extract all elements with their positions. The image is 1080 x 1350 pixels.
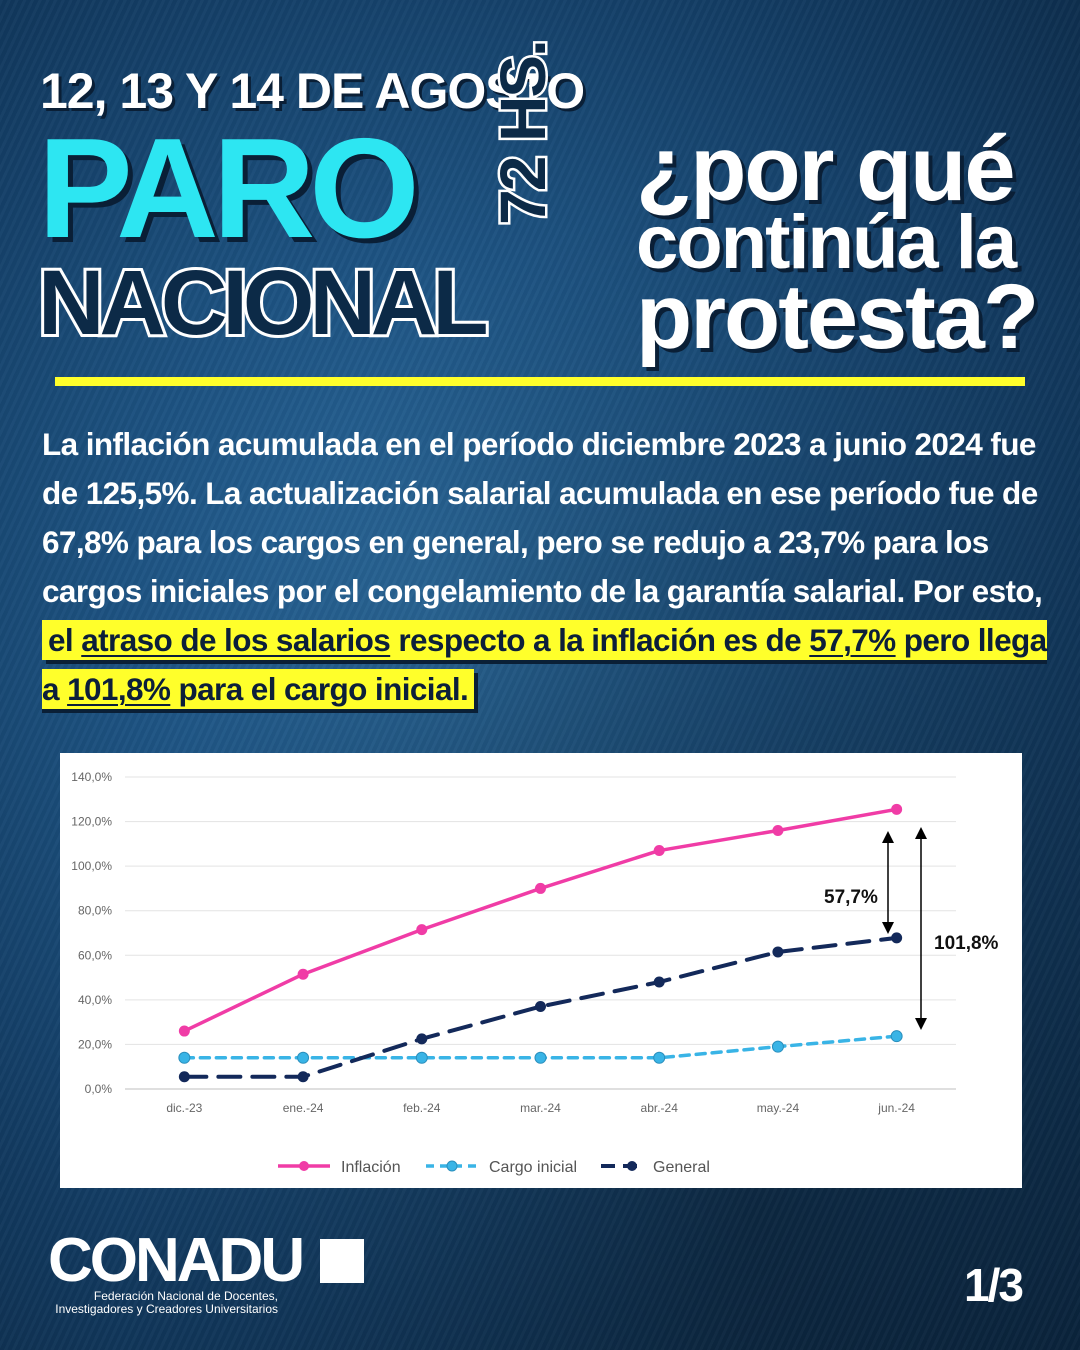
legend-label-general: General (653, 1159, 710, 1176)
event-dates: 12, 13 Y 14 DE AGOSTO (40, 63, 585, 119)
annotation-57-7: 57,7% (824, 887, 878, 908)
data-point-inflacion (178, 1025, 190, 1037)
hl-text-3: respecto a la inflación es de (398, 622, 802, 658)
y-tick-label: 20,0% (78, 1037, 112, 1051)
data-point-inflacion (535, 882, 546, 894)
x-tick-label: dic.-23 (166, 1101, 202, 1115)
headline-nacional: NACIONAL (35, 252, 492, 354)
legend-marker-inflacion (299, 1161, 309, 1171)
annotation-101-8: 101,8% (934, 933, 999, 954)
conadu-logo: CONADU (48, 1226, 365, 1295)
data-point-cargo-inicial (178, 1051, 191, 1064)
data-point-cargo-inicial (534, 1051, 547, 1064)
data-point-cargo-inicial (653, 1051, 666, 1064)
logo-wordmark: CONADU (48, 1226, 305, 1295)
hl-text-5: pero llega a (42, 622, 1047, 707)
yellow-divider (55, 377, 1025, 386)
question-heading: ¿por qué continúa la protesta? (636, 118, 1039, 368)
hl-text-4: 57,7% (809, 622, 896, 658)
logo-square (320, 1239, 365, 1283)
y-tick-label: 80,0% (78, 904, 112, 918)
data-point-general (535, 1001, 546, 1013)
body-paragraph: La inflación acumulada en el período dic… (42, 420, 1052, 714)
data-point-inflacion (416, 924, 428, 936)
y-tick-label: 120,0% (71, 815, 112, 829)
logo-subtitle-line-2: Investigadores y Creadores Universitario… (55, 1302, 278, 1316)
data-point-cargo-inicial (890, 1030, 903, 1043)
question-line-2: continúa la (636, 200, 1017, 285)
data-point-inflacion (297, 968, 309, 980)
y-tick-label: 140,0% (71, 770, 112, 784)
hl-text-7: para el cargo inicial. (178, 671, 469, 707)
hl-text-6: 101,8% (67, 671, 171, 707)
x-tick-label: jun.-24 (877, 1101, 915, 1115)
x-tick-label: abr.-24 (641, 1101, 679, 1115)
legend-label-cargo-inicial: Cargo inicial (489, 1159, 577, 1176)
hl-text-2: atraso de los salarios (81, 622, 391, 658)
y-tick-label: 40,0% (78, 993, 112, 1007)
highlight-block: el atraso de los salarios respecto a la … (42, 620, 1047, 709)
legend-marker-general (627, 1161, 637, 1171)
data-point-general (178, 1071, 190, 1083)
legend-label-inflacion: Inflación (341, 1159, 401, 1176)
line-chart: 0,0% 20,0% 40,0% 60,0% 80,0% 100,0% 120,0% 140,… (71, 770, 999, 1176)
question-line-1: ¿por qué (636, 118, 1016, 220)
data-point-general (297, 1071, 309, 1083)
y-tick-label: 60,0% (78, 948, 112, 962)
y-tick-label: 0,0% (85, 1082, 113, 1096)
page-number: 1/3 (964, 1259, 1024, 1311)
data-point-general (772, 946, 784, 958)
headline-hours: 72 HS. (485, 39, 562, 228)
data-point-inflacion (891, 803, 903, 815)
x-tick-label: ene.-24 (283, 1101, 324, 1115)
data-point-cargo-inicial (771, 1040, 784, 1053)
data-point-inflacion (653, 845, 665, 857)
y-tick-label: 100,0% (71, 859, 112, 873)
logo-subtitle: Federación Nacional de Docentes, Investi… (48, 1290, 278, 1316)
chart-legend: Inflación Cargo inicial General (278, 1159, 710, 1176)
question-line-3: protesta? (636, 266, 1039, 368)
data-point-inflacion (772, 824, 784, 836)
headline-paro: PARO (38, 109, 420, 268)
data-point-general (891, 932, 903, 944)
series-line-inflacion (182, 807, 899, 1033)
logo-subtitle-line-1: Federación Nacional de Docentes, (93, 1289, 278, 1303)
chart-panel: 0,0% 20,0% 40,0% 60,0% 80,0% 100,0% 120,0% 140,… (60, 753, 1022, 1188)
body-text: La inflación acumulada en el período dic… (42, 426, 1043, 609)
hl-text-1: el (48, 622, 74, 658)
legend-marker-cargo-inicial (446, 1160, 458, 1172)
x-tick-label: feb.-24 (403, 1101, 441, 1115)
x-tick-label: may.-24 (757, 1101, 800, 1115)
data-point-cargo-inicial (415, 1051, 428, 1064)
x-tick-label: mar.-24 (520, 1101, 561, 1115)
data-point-cargo-inicial (297, 1051, 310, 1064)
data-point-general (416, 1033, 428, 1045)
data-point-general (653, 976, 665, 988)
